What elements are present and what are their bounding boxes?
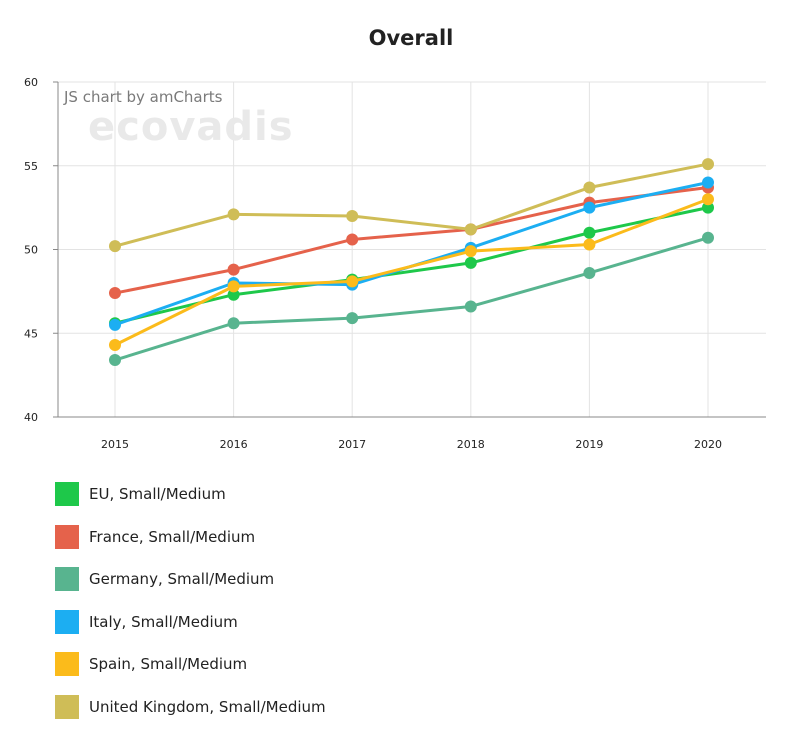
- series-line: [114, 186, 709, 295]
- data-point[interactable]: [109, 354, 121, 367]
- data-point[interactable]: [346, 210, 359, 222]
- amcharts-credit[interactable]: JS chart by amCharts: [63, 88, 223, 106]
- series-line: [114, 162, 709, 248]
- x-axis-ticks: 2015 2016 2017 2018 2019 2020: [101, 438, 722, 451]
- legend: EU, Small/Medium France, Small/Medium Germ…: [55, 480, 326, 736]
- x-tick-label: 2020: [694, 438, 722, 451]
- legend-item[interactable]: Spain, Small/Medium: [55, 650, 326, 678]
- chart-area: Overall ecovadis JS chart by amCharts 60…: [24, 26, 766, 451]
- data-point[interactable]: [464, 300, 477, 313]
- series-5: [109, 158, 714, 253]
- data-point[interactable]: [346, 233, 359, 246]
- data-point[interactable]: [227, 317, 240, 330]
- series-line: [114, 181, 709, 327]
- series-line: [114, 206, 709, 325]
- data-point[interactable]: [583, 201, 596, 214]
- legend-swatch: [55, 694, 79, 719]
- y-tick-label: 60: [24, 76, 38, 89]
- data-point[interactable]: [702, 201, 714, 214]
- legend-item[interactable]: Germany, Small/Medium: [55, 565, 326, 593]
- legend-label: EU, Small/Medium: [89, 485, 226, 503]
- legend-item[interactable]: Italy, Small/Medium: [55, 608, 326, 636]
- data-point[interactable]: [227, 288, 240, 301]
- data-point[interactable]: [109, 287, 121, 300]
- data-point[interactable]: [227, 280, 240, 293]
- legend-label: Italy, Small/Medium: [89, 612, 238, 631]
- x-tick-label: 2018: [457, 438, 485, 451]
- data-point[interactable]: [227, 208, 240, 221]
- legend-label: France, Small/Medium: [89, 527, 256, 546]
- legend-label: United Kingdom, Small/Medium: [89, 697, 326, 716]
- legend-item[interactable]: EU, Small/Medium: [55, 480, 326, 508]
- data-point[interactable]: [109, 318, 121, 331]
- data-point[interactable]: [583, 226, 596, 239]
- data-point[interactable]: [464, 245, 477, 258]
- chart-title: Overall: [369, 26, 454, 50]
- data-point[interactable]: [702, 176, 714, 189]
- legend-swatch: [55, 524, 79, 549]
- data-point[interactable]: [464, 223, 477, 236]
- x-tick-label: 2016: [220, 438, 248, 451]
- x-tick-label: 2017: [338, 438, 366, 451]
- data-point[interactable]: [702, 158, 714, 171]
- legend-label: Germany, Small/Medium: [89, 570, 275, 589]
- y-tick-label: 55: [24, 160, 38, 173]
- series-line: [114, 197, 709, 347]
- data-point[interactable]: [702, 193, 714, 206]
- watermark-logo: ecovadis: [88, 104, 294, 150]
- legend-swatch: [55, 652, 79, 677]
- y-tick-label: 50: [24, 244, 38, 257]
- series-3: [109, 176, 714, 331]
- legend-label: Spain, Small/Medium: [89, 655, 248, 674]
- data-point[interactable]: [109, 338, 121, 351]
- legend-swatch: [55, 482, 79, 506]
- x-tick-label: 2015: [101, 438, 129, 451]
- data-point[interactable]: [464, 256, 477, 269]
- legend-item[interactable]: France, Small/Medium: [55, 523, 326, 551]
- series-4: [109, 193, 714, 351]
- series-2: [109, 231, 714, 367]
- legend-swatch: [55, 609, 79, 634]
- data-point[interactable]: [583, 266, 596, 279]
- data-point[interactable]: [109, 240, 121, 253]
- series-line: [114, 236, 709, 362]
- y-tick-label: 40: [24, 411, 38, 424]
- data-point[interactable]: [346, 275, 359, 288]
- data-point[interactable]: [702, 231, 714, 244]
- data-point[interactable]: [583, 238, 596, 251]
- series-lines: [109, 158, 714, 367]
- data-point[interactable]: [227, 263, 240, 276]
- legend-swatch: [55, 567, 79, 592]
- data-point[interactable]: [583, 181, 596, 194]
- x-tick-label: 2019: [575, 438, 603, 451]
- data-point[interactable]: [346, 312, 359, 325]
- y-axis-ticks: 60 55 50 45 40: [24, 76, 58, 424]
- y-tick-label: 45: [24, 327, 38, 340]
- legend-item[interactable]: United Kingdom, Small/Medium: [55, 693, 326, 721]
